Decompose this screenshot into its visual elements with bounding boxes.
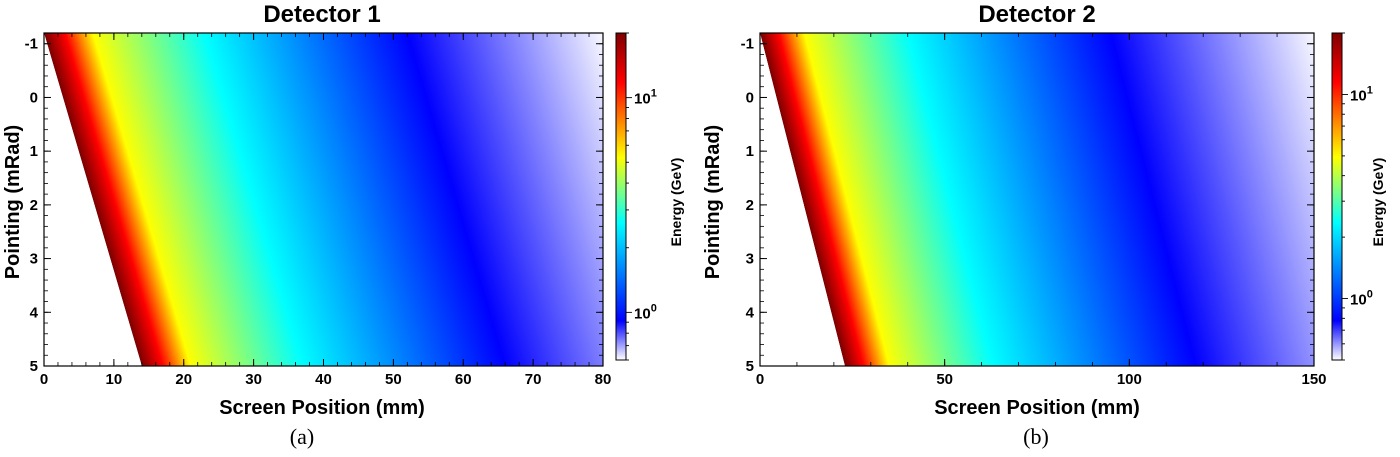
- heatmap-gradient: [760, 33, 1314, 366]
- panel-detector-1: Detector 1 0 10 20 30 40 50 60 70 80 -1 0 1 2 3 4 5 101 1…: [0, 0, 700, 452]
- colorbar-tick-label: 101: [634, 88, 657, 108]
- x-axis-label: Screen Position (mm): [219, 397, 425, 419]
- x-tick-label: 100: [1117, 371, 1142, 388]
- x-tick-label: 20: [175, 371, 192, 388]
- colorbar-tick-exponent: 0: [1367, 289, 1373, 301]
- y-tick-label: 3: [30, 251, 38, 268]
- colorbar-label: Energy (GeV): [1370, 158, 1386, 247]
- x-tick-label: 40: [315, 371, 332, 388]
- x-tick-label: 80: [595, 371, 612, 388]
- y-tick-label: 1: [30, 143, 38, 160]
- colorbar-tick-label: 100: [634, 302, 657, 322]
- y-tick-label: 0: [30, 89, 38, 106]
- x-axis-label: Screen Position (mm): [934, 397, 1140, 419]
- y-tick-label: 0: [746, 89, 754, 106]
- y-tick-label: -1: [25, 36, 38, 53]
- colorbar-tick-base: 10: [1350, 292, 1367, 309]
- y-tick-label: 2: [746, 197, 754, 214]
- colorbar-tick-label: 101: [1350, 84, 1373, 104]
- x-tick-label: 30: [245, 371, 262, 388]
- colorbar-tick-exponent: 0: [651, 302, 657, 314]
- y-tick-label: 5: [746, 358, 754, 375]
- colorbar-tick-label: 100: [1350, 289, 1373, 309]
- x-tick-label: 60: [455, 371, 472, 388]
- plot-frame: [759, 32, 1315, 367]
- chart-title: Detector 2: [978, 1, 1095, 28]
- heatmap-field: [760, 33, 1314, 366]
- colorbar-label: Energy (GeV): [668, 158, 684, 247]
- x-tick-label: 50: [936, 371, 953, 388]
- x-tick-label: 50: [385, 371, 402, 388]
- colorbar-tick-exponent: 1: [651, 88, 657, 100]
- panel-detector-2: Detector 2 0 50 100 150 -1 0 1 2 3 4 5 101 100 Scree…: [700, 0, 1400, 452]
- y-tick-label: 5: [30, 358, 38, 375]
- heatmap-field: [44, 33, 603, 366]
- x-tick-label: 0: [756, 371, 764, 388]
- colorbar: [1331, 32, 1343, 361]
- colorbar-tick-base: 10: [1350, 87, 1367, 104]
- x-tick-label: 70: [525, 371, 542, 388]
- x-tick-label: 0: [40, 371, 48, 388]
- colorbar-tick-base: 10: [634, 305, 651, 322]
- x-tick-label: 150: [1301, 371, 1326, 388]
- chart-svg-detector-1: Detector 1 0 10 20 30 40 50 60 70 80-10123451011…: [2, 1, 684, 449]
- y-axis-label: Pointing (mRad): [2, 125, 24, 279]
- y-axis-label: Pointing (mRad): [702, 125, 724, 279]
- colorbar-tick-exponent: 1: [1367, 84, 1373, 96]
- colorbar-tick-base: 10: [634, 91, 651, 108]
- y-tick-label: -1: [741, 36, 754, 53]
- chart-title: Detector 1: [263, 1, 380, 28]
- x-tick-label: 10: [106, 371, 123, 388]
- heatmap-gradient: [44, 33, 603, 366]
- colorbar: [615, 32, 627, 361]
- no-data-region: [44, 33, 142, 366]
- figure-caption: (b): [1023, 424, 1049, 449]
- y-tick-label: 4: [30, 304, 39, 321]
- y-tick-label: 3: [746, 251, 754, 268]
- figure-caption: (a): [290, 424, 314, 449]
- y-tick-label: 2: [30, 197, 38, 214]
- y-tick-label: 1: [746, 143, 754, 160]
- y-tick-label: 4: [746, 304, 755, 321]
